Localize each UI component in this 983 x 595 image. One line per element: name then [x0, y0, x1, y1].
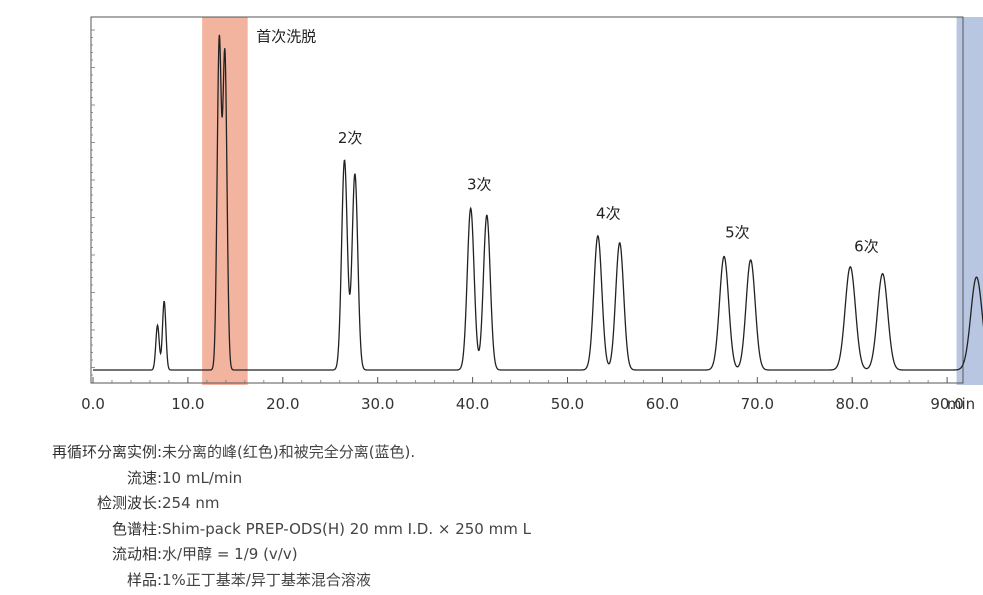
y-axis-ticks: [91, 29, 95, 376]
info-value: 254 nm: [162, 494, 220, 513]
info-row-sample: 样品: 1%正丁基苯/异丁基苯混合溶液: [0, 568, 983, 594]
chromatogram-chart: 0.0 10.0 20.0 30.0 40.0 50.0 60.0 70.0 80.0 90.0m…: [81, 16, 983, 413]
x-axis-ticks: 0.0 10.0 20.0 30.0 40.0 50.0 60.0 70.0 80.0 90.0m…: [81, 377, 975, 413]
peak-annotation: 首次洗脱: [256, 27, 316, 45]
info-key: 检测波长:: [96, 494, 162, 513]
x-tick-label: 90.0: [930, 395, 963, 413]
peak-annotation: 5次: [725, 224, 750, 242]
peak-annotation: 2次: [338, 129, 363, 147]
info-key: 色谱柱:: [111, 519, 162, 538]
x-tick-label: 50.0: [551, 395, 584, 413]
info-value: Shim-pack PREP-ODS(H) 20 mm I.D. × 250 m…: [162, 519, 531, 538]
info-row-mobile-phase: 流动相: 水/甲醇 = 1/9 (v/v): [0, 542, 983, 568]
info-key: 流动相:: [111, 545, 162, 564]
info-key: 再循环分离实例:: [51, 443, 162, 461]
peak-annotation: 3次: [467, 175, 492, 193]
highlight-band: [202, 17, 248, 385]
x-tick-label: 70.0: [741, 395, 774, 413]
plot-frame: [90, 16, 964, 384]
info-key: 流速:: [126, 468, 162, 487]
x-tick-label: 30.0: [361, 395, 394, 413]
info-value: 未分离的峰(红色)和被完全分离(蓝色).: [162, 443, 416, 461]
x-tick-label: 0.0: [81, 395, 105, 413]
peak-annotation: 4次: [596, 205, 621, 223]
x-tick-label: 60.0: [646, 395, 679, 413]
peak-annotations: 首次洗脱2次3次4次5次6次7次: [256, 27, 983, 267]
x-tick-label: 80.0: [835, 395, 868, 413]
experiment-info: 再循环分离实例: 未分离的峰(红色)和被完全分离(蓝色). 流速: 10 mL/…: [0, 440, 983, 594]
info-key: 样品:: [126, 570, 162, 589]
info-row-column: 色谱柱: Shim-pack PREP-ODS(H) 20 mm I.D. × …: [0, 517, 983, 543]
info-value: 水/甲醇 = 1/9 (v/v): [162, 545, 298, 564]
info-row-flow-rate: 流速: 10 mL/min: [0, 466, 983, 492]
x-tick-label: 10.0: [171, 395, 204, 413]
chromatogram-trace: [93, 34, 983, 371]
info-row-wavelength: 检测波长: 254 nm: [0, 491, 983, 517]
info-value: 1%正丁基苯/异丁基苯混合溶液: [162, 570, 371, 589]
peak-annotation: 6次: [854, 237, 879, 255]
x-tick-label: 20.0: [266, 395, 299, 413]
info-row-example: 再循环分离实例: 未分离的峰(红色)和被完全分离(蓝色).: [0, 440, 983, 466]
info-value: 10 mL/min: [162, 468, 243, 487]
highlight-bands: [202, 17, 983, 385]
x-tick-label: 40.0: [456, 395, 489, 413]
x-unit-label: min: [947, 395, 975, 413]
